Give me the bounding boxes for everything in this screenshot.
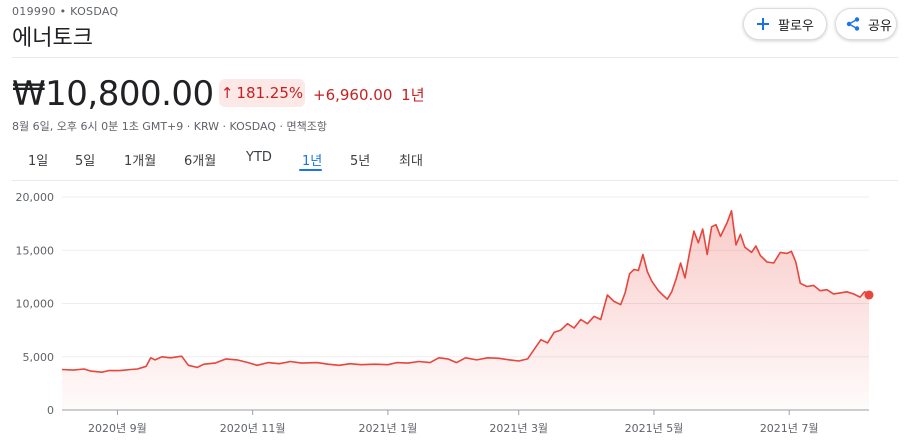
chart-top-divider (12, 180, 898, 181)
tab-ytd[interactable]: YTD (246, 150, 272, 165)
active-tab-indicator (299, 169, 322, 171)
tab-6m[interactable]: 6개월 (184, 154, 217, 169)
current-price: ₩10,800.00 (12, 74, 214, 114)
share-icon (844, 15, 862, 33)
absolute-change: +6,960.00 1년 (313, 84, 425, 105)
share-button[interactable]: 공유 (835, 8, 897, 40)
x-tick-label: 2021년 5월 (625, 422, 684, 435)
price-chart[interactable]: 0 5,000 10,000 15,000 20,000 2020년 9월 2020년 1… (0, 185, 910, 443)
tab-1m[interactable]: 1개월 (124, 154, 157, 169)
share-label: 공유 (868, 18, 892, 34)
tab-1d[interactable]: 1일 (28, 154, 49, 169)
follow-button[interactable]: 팔로우 (743, 8, 827, 40)
company-name: 에너토크 (12, 26, 93, 51)
y-tick-label: 5,000 (23, 351, 55, 364)
x-tick-label: 2020년 11월 (220, 422, 286, 435)
y-tick-label: 20,000 (16, 191, 55, 204)
y-tick-label: 10,000 (16, 298, 55, 311)
quote-meta: 8월 6일, 오후 6시 0분 1초 GMT+9 · KRW · KOSDAQ … (12, 120, 328, 133)
change-value: +6,960.00 (313, 86, 393, 104)
current-price-marker (864, 290, 874, 300)
y-tick-label: 15,000 (16, 244, 55, 257)
ticker-exchange: 019990 • KOSDAQ (12, 5, 119, 18)
plus-icon (754, 15, 772, 33)
x-tick-label: 2021년 1월 (359, 422, 418, 435)
arrow-up-icon: ↑ (220, 84, 234, 102)
tab-5d[interactable]: 5일 (75, 154, 96, 169)
tab-5y[interactable]: 5년 (350, 154, 371, 169)
x-tick-label: 2020년 9월 (88, 422, 147, 435)
tab-max[interactable]: 최대 (399, 154, 423, 169)
price-area-fill (62, 210, 869, 410)
y-tick-label: 0 (47, 404, 54, 417)
percent-change-badge: ↑ 181.25% (219, 79, 305, 107)
price-line (61, 210, 870, 373)
follow-label: 팔로우 (778, 18, 814, 34)
header-divider (12, 57, 898, 58)
x-tick-label: 2021년 3월 (489, 422, 548, 435)
tab-1y[interactable]: 1년 (302, 154, 323, 169)
x-tick-label: 2021년 7월 (760, 422, 819, 435)
percent-change-value: 181.25% (236, 84, 304, 102)
change-period: 1년 (401, 86, 425, 104)
